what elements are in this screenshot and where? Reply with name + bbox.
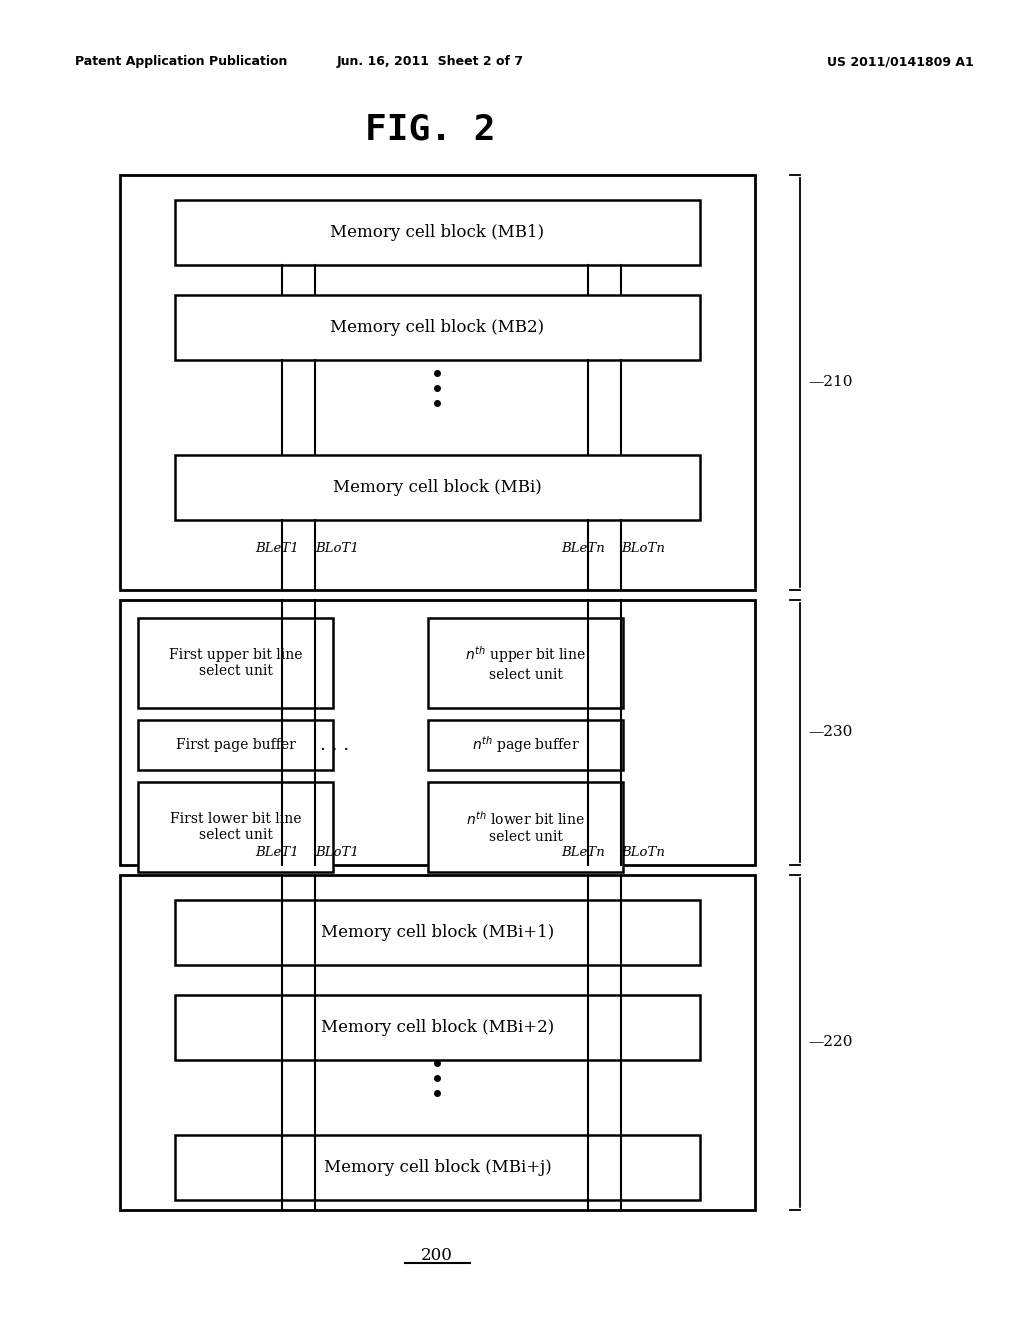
Text: Memory cell block (MB1): Memory cell block (MB1) (331, 224, 545, 242)
Text: Memory cell block (MBi+j): Memory cell block (MBi+j) (324, 1159, 551, 1176)
Bar (120, 176, 755, 590)
Text: BLeTn: BLeTn (561, 541, 605, 554)
Text: BLoTn: BLoTn (622, 541, 665, 554)
Text: FIG. 2: FIG. 2 (365, 114, 496, 147)
Text: Memory cell block (MBi+2): Memory cell block (MBi+2) (321, 1019, 554, 1036)
Text: BLoTn: BLoTn (622, 846, 665, 858)
Text: —210: —210 (808, 375, 853, 389)
Bar (175, 201, 700, 265)
Bar (428, 618, 623, 708)
Bar (175, 995, 700, 1060)
Text: Jun. 16, 2011  Sheet 2 of 7: Jun. 16, 2011 Sheet 2 of 7 (337, 55, 523, 69)
Text: BLeT1: BLeT1 (255, 846, 299, 858)
Bar (175, 900, 700, 965)
Text: $n^{th}$ upper bit line
select unit: $n^{th}$ upper bit line select unit (465, 644, 586, 681)
Text: Memory cell block (MBi): Memory cell block (MBi) (333, 479, 542, 496)
Text: First page buffer: First page buffer (175, 738, 296, 752)
Text: 200: 200 (421, 1246, 453, 1263)
Text: Memory cell block (MB2): Memory cell block (MB2) (331, 319, 545, 337)
Text: BLeTn: BLeTn (561, 846, 605, 858)
Bar (175, 1135, 700, 1200)
Bar (120, 601, 755, 865)
Bar (138, 719, 333, 770)
Bar (175, 294, 700, 360)
Bar (428, 719, 623, 770)
Text: Memory cell block (MBi+1): Memory cell block (MBi+1) (321, 924, 554, 941)
Text: First lower bit line
select unit: First lower bit line select unit (170, 812, 301, 842)
Text: First upper bit line
select unit: First upper bit line select unit (169, 648, 302, 678)
Bar (138, 618, 333, 708)
Text: —220: —220 (808, 1035, 853, 1049)
Bar (428, 781, 623, 873)
Text: BLoT1: BLoT1 (315, 541, 358, 554)
Text: $n^{th}$ lower bit line
select unit: $n^{th}$ lower bit line select unit (466, 810, 585, 843)
Text: —230: —230 (808, 726, 852, 739)
Text: BLoT1: BLoT1 (315, 846, 358, 858)
Bar (175, 455, 700, 520)
Text: . . .: . . . (321, 737, 349, 754)
Text: $n^{th}$ page buffer: $n^{th}$ page buffer (472, 734, 580, 755)
Text: Patent Application Publication: Patent Application Publication (75, 55, 288, 69)
Text: BLeT1: BLeT1 (255, 541, 299, 554)
Bar (138, 781, 333, 873)
Text: US 2011/0141809 A1: US 2011/0141809 A1 (826, 55, 974, 69)
Bar (120, 875, 755, 1210)
